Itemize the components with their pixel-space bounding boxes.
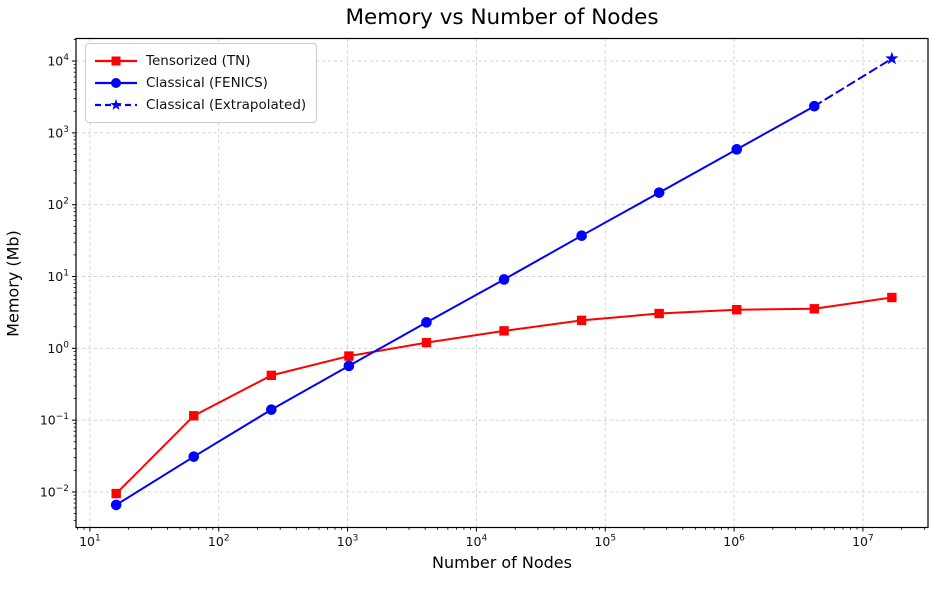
legend-line-star-icon (95, 99, 137, 110)
y-axis-label: Memory (Mb) (3, 230, 23, 337)
marker-square (887, 292, 897, 303)
legend: Tensorized (TN) Classical (FENICS) Class… (85, 43, 318, 123)
marker-circle (731, 144, 743, 155)
marker-square (111, 488, 121, 499)
legend-label-extrapolated: Classical (Extrapolated) (146, 97, 307, 113)
legend-circle-icon (111, 78, 121, 88)
plot-frame (75, 37, 929, 529)
marker-circle (266, 404, 277, 415)
marker-square (421, 337, 432, 348)
chart-title: Memory vs Number of Nodes (345, 5, 659, 30)
marker-square (499, 326, 509, 336)
marker-square (809, 304, 820, 314)
marker-circle (343, 360, 355, 372)
marker-circle (188, 451, 200, 462)
series-line-2 (813, 57, 893, 108)
legend-item-classical: Classical (FENICS) (93, 72, 306, 94)
marker-circle (576, 230, 587, 241)
legend-item-tensorized: Tensorized (TN) (93, 50, 306, 72)
legend-square-icon (111, 56, 121, 66)
legend-line-circle-icon (95, 78, 137, 88)
marker-circle (653, 187, 665, 198)
marker-circle (421, 317, 432, 328)
marker-square (266, 370, 277, 381)
marker-circle (498, 274, 510, 285)
series-line-1 (115, 105, 816, 506)
legend-item-extrapolated: Classical (Extrapolated) (93, 94, 306, 116)
marker-star (885, 51, 899, 65)
marker-square (576, 315, 587, 326)
legend-star-icon (110, 99, 122, 110)
marker-circle (110, 499, 122, 511)
marker-square (189, 411, 199, 421)
marker-square (654, 308, 664, 319)
legend-label-classical: Classical (FENICS) (146, 75, 268, 91)
marker-square (732, 304, 742, 315)
legend-label-tensorized: Tensorized (TN) (146, 53, 251, 69)
legend-line-square-icon (95, 56, 137, 66)
marker-square (344, 351, 354, 361)
x-axis-label: Number of Nodes (432, 553, 572, 572)
